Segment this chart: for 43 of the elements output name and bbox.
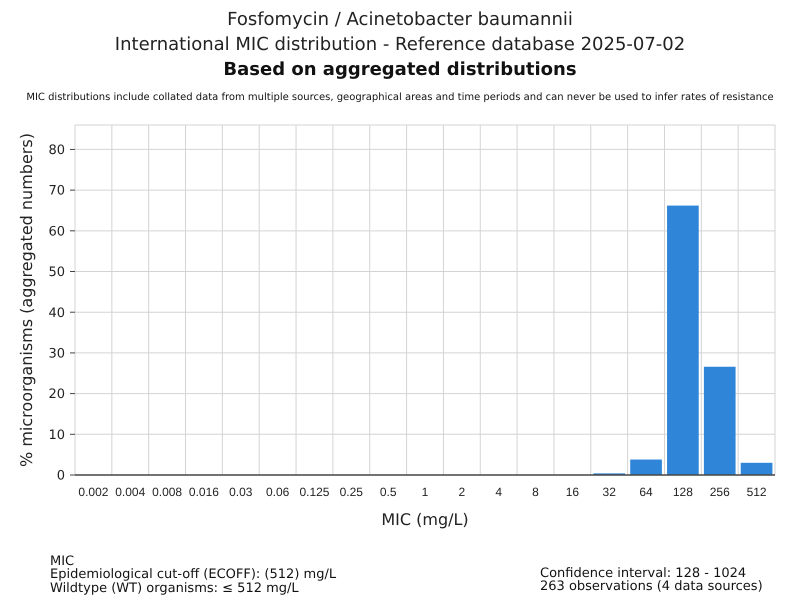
- bar: [740, 462, 772, 475]
- x-tick-label: 0.25: [340, 485, 364, 499]
- bar: [630, 460, 662, 475]
- x-tick-label: 0.03: [229, 485, 253, 499]
- y-tick-label: 60: [48, 224, 65, 240]
- text: MIC: [50, 554, 74, 569]
- x-tick-label: 0.008: [152, 485, 182, 499]
- chart-subtitle: International MIC distribution - Reference database 2025-07-02: [114, 34, 686, 55]
- bar: [704, 366, 736, 475]
- x-tick-label: 8: [532, 485, 540, 499]
- x-tick-label: 1: [422, 485, 429, 499]
- x-tick-label: 0.002: [78, 485, 109, 499]
- x-tick-label: 4: [495, 485, 502, 499]
- text: MIC distributions include collated data from multiple sources, geographical areas and time periods and can never be used to infer rates of resistance: [26, 92, 774, 103]
- y-axis-title: % microorganisms (aggregated numbers): [17, 133, 36, 467]
- y-tick-label: 30: [48, 346, 65, 362]
- chart-title: Fosfomycin / Acinetobacter baumannii: [227, 9, 573, 30]
- x-tick-label: 64: [639, 485, 654, 499]
- x-tick-label: 32: [602, 485, 616, 499]
- y-tick-label: 50: [48, 265, 65, 280]
- x-tick-label: 0.125: [299, 485, 330, 499]
- y-tick-label: 40: [48, 306, 65, 321]
- y-tick-label: 0: [56, 468, 65, 484]
- y-tick-label: 10: [48, 428, 65, 443]
- x-tick-label: 16: [566, 485, 580, 499]
- x-axis-title: MIC (mg/L): [381, 510, 469, 529]
- bar: [667, 206, 699, 475]
- y-tick-label: 20: [48, 387, 65, 402]
- x-tick-label: 2: [458, 485, 466, 499]
- y-tick-label: 80: [48, 142, 65, 158]
- text: Wildtype (WT) organisms: ≤ 512 mg/L: [50, 581, 300, 596]
- x-tick-label: 256: [710, 485, 730, 499]
- x-tick-label: 0.06: [266, 485, 290, 499]
- x-tick-label: 512: [746, 485, 767, 499]
- text: 263 observations (4 data sources): [540, 579, 763, 594]
- text: Epidemiological cut-off (ECOFF): (512) mg/L: [50, 567, 337, 582]
- y-tick-label: 70: [48, 184, 65, 199]
- text: Confidence interval: 128 - 1024: [540, 566, 746, 581]
- text: Based on aggregated distributions: [223, 59, 577, 80]
- x-tick-label: 0.5: [380, 485, 397, 499]
- x-tick-label: 0.004: [115, 485, 146, 499]
- x-tick-label: 0.016: [188, 485, 220, 499]
- x-tick-label: 128: [672, 485, 694, 499]
